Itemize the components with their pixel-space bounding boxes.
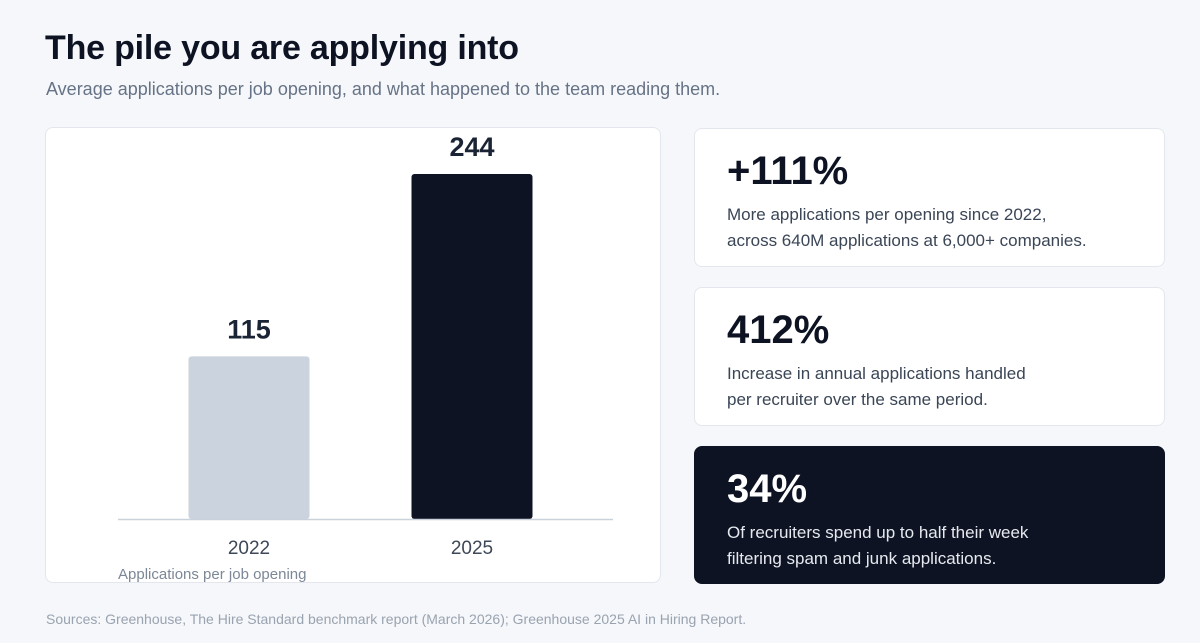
stat-description: More applications per opening since 2022… (727, 202, 1087, 254)
bar-2025 (411, 174, 533, 519)
stat-value: 412% (727, 308, 830, 352)
chart-caption: Applications per job opening (118, 566, 307, 583)
tick-label-2025: 2025 (451, 538, 493, 559)
data-label-2022: 115 (227, 314, 271, 344)
stat-value: +111% (727, 149, 849, 193)
stat-description: Of recruiters spend up to half their wee… (727, 520, 1028, 572)
page-title: The pile you are applying into (45, 29, 519, 67)
data-label-2025: 244 (449, 132, 494, 162)
sources-note: Sources: Greenhouse, The Hire Standard b… (46, 611, 747, 627)
stat-description-line: Of recruiters spend up to half their wee… (727, 523, 1029, 542)
bar-2022 (188, 356, 310, 519)
chart-card: 115 2022 244 2025 Applications per job open… (45, 127, 661, 583)
stat-card-recruiter-time: 34% Of recruiters spend up to half their… (694, 446, 1165, 584)
stat-card-recruiter-load: 412% Increase in annual applications han… (694, 287, 1165, 426)
stat-description-line: Increase in annual applications handled (727, 364, 1026, 383)
stat-card-applications-growth: +111% More applications per opening sinc… (694, 128, 1165, 267)
bar-chart: 115 2022 244 2025 (118, 132, 613, 559)
stat-description-line: per recruiter over the same period. (727, 390, 988, 409)
stat-description-line: More applications per opening since 2022… (727, 205, 1047, 224)
tick-label-2022: 2022 (228, 538, 270, 559)
stat-description: Increase in annual applications handled … (727, 361, 1026, 413)
stat-value: 34% (727, 467, 808, 511)
stat-description-line: filtering spam and junk applications. (727, 549, 997, 568)
stat-description-line: across 640M applications at 6,000+ compa… (727, 231, 1087, 250)
page-subtitle: Average applications per job opening, an… (46, 79, 721, 99)
